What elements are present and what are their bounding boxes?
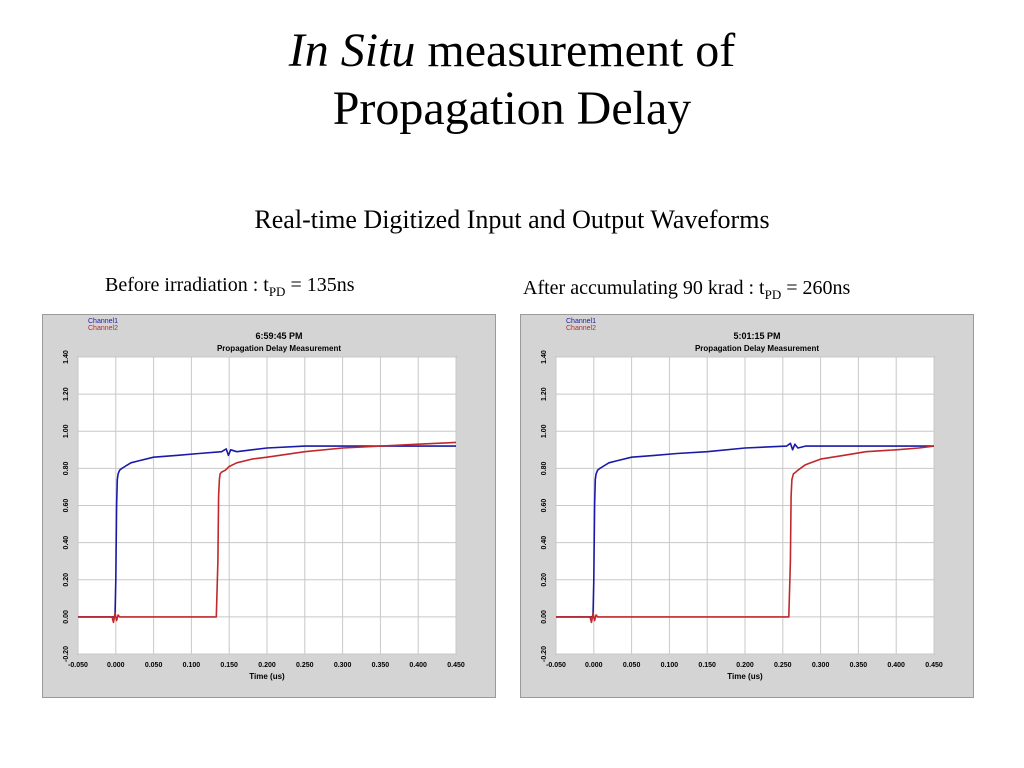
- y-tick-label: 0.80: [63, 461, 70, 475]
- x-tick-label: -0.050: [68, 662, 88, 669]
- y-tick-label: 0.20: [541, 573, 548, 587]
- x-tick-label: 0.100: [183, 662, 201, 669]
- chart-title: Propagation Delay Measurement: [695, 344, 819, 353]
- x-tick-label: 0.050: [145, 662, 163, 669]
- caption-before-suffix: = 135ns: [285, 274, 355, 296]
- chart-panel-after: -0.050 0.000 0.050 0.100 0.150 0.200 0.250 0.30…: [520, 314, 974, 698]
- chart-before-svg: -0.050 0.000 0.050 0.100 0.150 0.200 0.250 0.30…: [42, 314, 496, 698]
- series-line-2: [556, 445, 935, 624]
- caption-before: Before irradiation : tPD = 135ns: [105, 274, 355, 300]
- y-tick-label: 0.20: [63, 573, 70, 587]
- chart-after-svg: -0.050 0.000 0.050 0.100 0.150 0.200 0.250 0.30…: [520, 314, 974, 698]
- y-tick-label: 1.00: [63, 424, 70, 438]
- x-tick-label: 0.100: [661, 662, 679, 669]
- y-tick-label: 0.40: [541, 536, 548, 550]
- caption-after-sub: PD: [764, 287, 782, 302]
- caption-before-prefix: Before irradiation : t: [105, 274, 269, 296]
- title-line-1: In Situ measurement of: [0, 22, 1024, 80]
- x-axis-label: Time (us): [249, 672, 285, 681]
- y-tick-label: 1.20: [541, 387, 548, 401]
- x-tick-label: 0.450: [925, 662, 943, 669]
- chart-title: Propagation Delay Measurement: [217, 344, 341, 353]
- title-line-2: Propagation Delay: [332, 82, 692, 135]
- legend-entry: Channel1: [88, 318, 118, 325]
- chart-panel-before: -0.050 0.000 0.050 0.100 0.150 0.200 0.250 0.30…: [42, 314, 496, 698]
- x-tick-label: 0.150: [220, 662, 238, 669]
- y-tick-label: 0.00: [541, 610, 548, 624]
- title-rest: measurement of: [427, 24, 736, 77]
- series-line-1: [556, 442, 934, 618]
- y-tick-label: 1.40: [63, 350, 70, 364]
- x-tick-label: 0.400: [887, 662, 905, 669]
- x-tick-label: 0.000: [585, 662, 603, 669]
- slide-subtitle: Real-time Digitized Input and Output Wav…: [254, 205, 770, 234]
- title-italic: In Situ: [288, 24, 416, 77]
- legend-entry: Channel2: [566, 325, 596, 332]
- y-tick-label: 1.20: [63, 387, 70, 401]
- caption-after-prefix: After accumulating 90 krad : t: [523, 277, 765, 299]
- caption-before-sub: PD: [268, 284, 286, 299]
- x-tick-label: 0.200: [736, 662, 754, 669]
- legend-entry: Channel1: [566, 318, 596, 325]
- x-tick-label: 0.150: [698, 662, 716, 669]
- slide-title: In Situ measurement of Propagation Delay: [0, 22, 1024, 138]
- y-tick-label: 1.00: [541, 424, 548, 438]
- y-tick-label: 0.40: [63, 536, 70, 550]
- x-tick-label: 0.300: [812, 662, 830, 669]
- series-line-2: [78, 441, 457, 624]
- x-tick-label: 0.300: [334, 662, 352, 669]
- caption-after: After accumulating 90 krad : tPD = 260ns: [523, 277, 850, 303]
- caption-after-suffix: = 260ns: [781, 277, 851, 299]
- x-tick-label: -0.050: [546, 662, 566, 669]
- x-tick-label: 0.200: [258, 662, 276, 669]
- y-tick-label: 0.60: [63, 499, 70, 513]
- x-axis-label: Time (us): [727, 672, 763, 681]
- y-tick-label: 1.40: [541, 350, 548, 364]
- chart-timestamp: 5:01:15 PM: [733, 331, 780, 341]
- y-tick-label: 0.00: [63, 610, 70, 624]
- series-line-1: [78, 445, 456, 618]
- y-tick-label: 0.80: [541, 461, 548, 475]
- chart-timestamp: 6:59:45 PM: [255, 331, 302, 341]
- x-tick-label: 0.050: [623, 662, 641, 669]
- x-tick-label: 0.250: [774, 662, 792, 669]
- y-tick-label: -0.20: [63, 646, 70, 662]
- x-tick-label: 0.250: [296, 662, 314, 669]
- y-tick-label: -0.20: [541, 646, 548, 662]
- y-tick-label: 0.60: [541, 499, 548, 513]
- x-tick-label: 0.350: [372, 662, 390, 669]
- x-tick-label: 0.450: [447, 662, 465, 669]
- x-tick-label: 0.350: [850, 662, 868, 669]
- legend-entry: Channel2: [88, 325, 118, 332]
- x-tick-label: 0.400: [409, 662, 427, 669]
- x-tick-label: 0.000: [107, 662, 125, 669]
